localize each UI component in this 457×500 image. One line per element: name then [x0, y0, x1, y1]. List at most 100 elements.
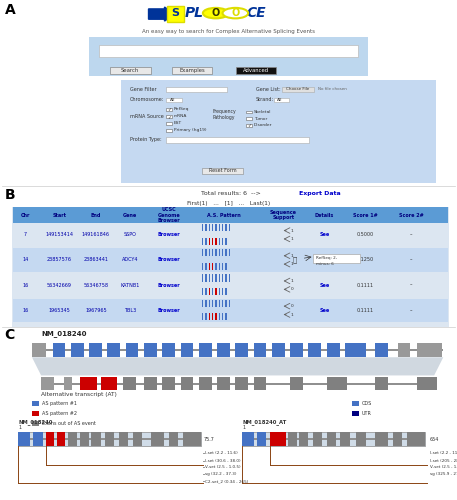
- Text: CDS: CDS: [362, 400, 372, 406]
- Text: CE: CE: [246, 6, 266, 20]
- Bar: [417, 377, 437, 390]
- Bar: [41, 382, 434, 384]
- Bar: [212, 300, 213, 307]
- Bar: [290, 377, 303, 390]
- Bar: [199, 377, 212, 390]
- Bar: [202, 288, 203, 295]
- Text: I-set (30.6 - 38.0): I-set (30.6 - 38.0): [205, 458, 241, 462]
- Text: Details: Details: [315, 212, 334, 218]
- Bar: [215, 263, 217, 270]
- Bar: [228, 249, 230, 256]
- Text: Gene List:: Gene List:: [256, 86, 281, 92]
- Bar: [18, 438, 201, 440]
- Bar: [144, 377, 157, 390]
- Bar: [299, 432, 308, 446]
- FancyBboxPatch shape: [89, 36, 368, 76]
- Text: Total results: 6  -->: Total results: 6 -->: [201, 191, 261, 196]
- Bar: [212, 224, 213, 231]
- Text: Score 1#: Score 1#: [353, 212, 378, 218]
- Text: 56346758: 56346758: [84, 282, 108, 288]
- FancyBboxPatch shape: [166, 137, 309, 142]
- Bar: [205, 238, 207, 245]
- FancyBboxPatch shape: [246, 110, 252, 114]
- Bar: [205, 300, 207, 307]
- Bar: [218, 313, 220, 320]
- FancyBboxPatch shape: [13, 298, 448, 322]
- FancyArrow shape: [149, 7, 175, 21]
- Bar: [46, 432, 54, 446]
- Bar: [222, 224, 223, 231]
- Text: First(1)   ...   [1]   ...   Last(1): First(1) ... [1] ... Last(1): [187, 201, 270, 206]
- FancyBboxPatch shape: [13, 274, 448, 297]
- Polygon shape: [32, 358, 443, 376]
- Text: All: All: [277, 98, 282, 102]
- Bar: [91, 432, 101, 446]
- Bar: [205, 224, 207, 231]
- Bar: [212, 263, 213, 270]
- FancyBboxPatch shape: [313, 254, 360, 264]
- Bar: [228, 300, 230, 307]
- Bar: [257, 432, 266, 446]
- Bar: [209, 313, 210, 320]
- Bar: [222, 288, 223, 295]
- Text: UCSC
Genome
Browser: UCSC Genome Browser: [158, 207, 181, 224]
- Text: Gene Filter: Gene Filter: [130, 86, 157, 92]
- Text: TBL3: TBL3: [124, 308, 136, 313]
- Bar: [375, 377, 388, 390]
- Text: 1965345: 1965345: [48, 308, 70, 313]
- Bar: [212, 313, 213, 320]
- Bar: [32, 420, 39, 426]
- Bar: [327, 377, 347, 390]
- Bar: [228, 224, 230, 231]
- Text: sg (32.2 - 37.3): sg (32.2 - 37.3): [205, 472, 237, 476]
- Bar: [288, 432, 297, 446]
- Bar: [105, 432, 114, 446]
- Text: Browser: Browser: [158, 232, 181, 237]
- Bar: [290, 342, 303, 357]
- Bar: [209, 288, 210, 295]
- Text: Sequence
Support: Sequence Support: [270, 210, 297, 220]
- Text: See: See: [319, 282, 329, 288]
- Text: RefSeq: 2,
minus: 6: RefSeq: 2, minus: 6: [316, 256, 337, 266]
- Text: Browser: Browser: [158, 308, 181, 313]
- Text: S: S: [171, 8, 180, 18]
- Bar: [32, 410, 39, 416]
- Text: 0: 0: [291, 304, 293, 308]
- Bar: [202, 249, 203, 256]
- Bar: [407, 432, 425, 446]
- Bar: [218, 238, 220, 245]
- Bar: [398, 342, 410, 357]
- Bar: [225, 313, 227, 320]
- Bar: [212, 274, 213, 281]
- Text: B: B: [5, 188, 15, 202]
- FancyBboxPatch shape: [202, 168, 243, 174]
- Text: PL: PL: [185, 6, 204, 20]
- Text: 1: 1: [242, 425, 245, 430]
- Text: C2-set_2 (0.34 - 265): C2-set_2 (0.34 - 265): [205, 479, 249, 483]
- Bar: [205, 288, 207, 295]
- Bar: [225, 300, 227, 307]
- FancyBboxPatch shape: [166, 87, 227, 92]
- Text: Export Data: Export Data: [299, 191, 341, 196]
- Text: End: End: [91, 212, 101, 218]
- Text: See: See: [319, 308, 329, 313]
- Bar: [393, 432, 402, 446]
- FancyBboxPatch shape: [274, 98, 289, 102]
- Text: See: See: [319, 232, 329, 237]
- Bar: [71, 342, 84, 357]
- Text: 1967965: 1967965: [85, 308, 107, 313]
- Bar: [181, 342, 193, 357]
- Text: ✓: ✓: [247, 122, 251, 128]
- Bar: [356, 432, 366, 446]
- Bar: [144, 342, 157, 357]
- Text: Reset Form: Reset Form: [209, 168, 236, 173]
- Bar: [217, 377, 230, 390]
- Text: 75.7: 75.7: [203, 436, 214, 442]
- Text: Start: Start: [53, 212, 66, 218]
- FancyBboxPatch shape: [13, 223, 448, 246]
- Bar: [32, 342, 46, 357]
- Bar: [212, 249, 213, 256]
- Bar: [327, 432, 336, 446]
- Bar: [202, 313, 203, 320]
- Text: ✓: ✓: [167, 114, 171, 118]
